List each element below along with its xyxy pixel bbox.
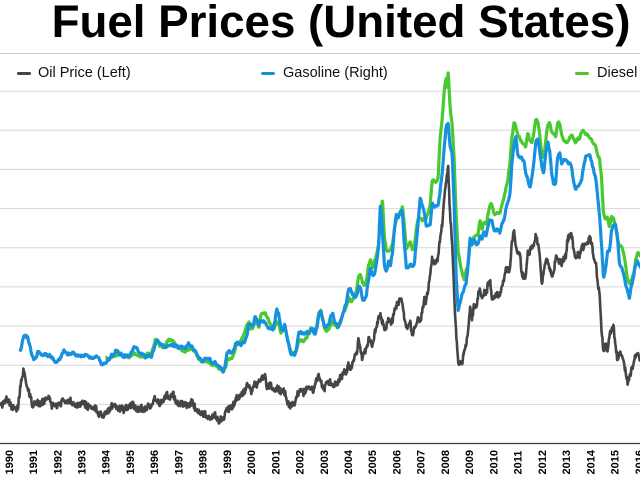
svg-text:1992: 1992 (52, 450, 64, 474)
svg-text:1993: 1993 (77, 450, 89, 474)
svg-text:2000: 2000 (246, 450, 258, 474)
svg-text:2001: 2001 (270, 450, 282, 474)
svg-text:1994: 1994 (101, 449, 113, 474)
svg-text:1998: 1998 (198, 450, 210, 474)
svg-text:2009: 2009 (464, 450, 476, 474)
svg-text:2005: 2005 (367, 450, 379, 474)
svg-text:2006: 2006 (392, 450, 404, 474)
svg-text:2010: 2010 (488, 450, 500, 474)
svg-text:2007: 2007 (416, 450, 428, 474)
svg-text:1996: 1996 (149, 450, 161, 474)
svg-text:1991: 1991 (28, 450, 40, 474)
svg-text:2008: 2008 (440, 450, 452, 474)
svg-text:2002: 2002 (295, 450, 307, 474)
svg-text:1997: 1997 (173, 450, 185, 474)
svg-text:1995: 1995 (125, 450, 137, 474)
svg-text:2003: 2003 (319, 450, 331, 474)
svg-text:1990: 1990 (4, 450, 16, 474)
svg-text:2014: 2014 (585, 449, 597, 474)
svg-text:2012: 2012 (537, 450, 549, 474)
svg-text:1999: 1999 (222, 450, 234, 474)
svg-text:2016: 2016 (634, 450, 640, 474)
svg-text:2011: 2011 (513, 451, 525, 475)
svg-text:2013: 2013 (561, 450, 573, 474)
svg-text:2015: 2015 (610, 450, 622, 474)
svg-text:2004: 2004 (343, 449, 355, 474)
